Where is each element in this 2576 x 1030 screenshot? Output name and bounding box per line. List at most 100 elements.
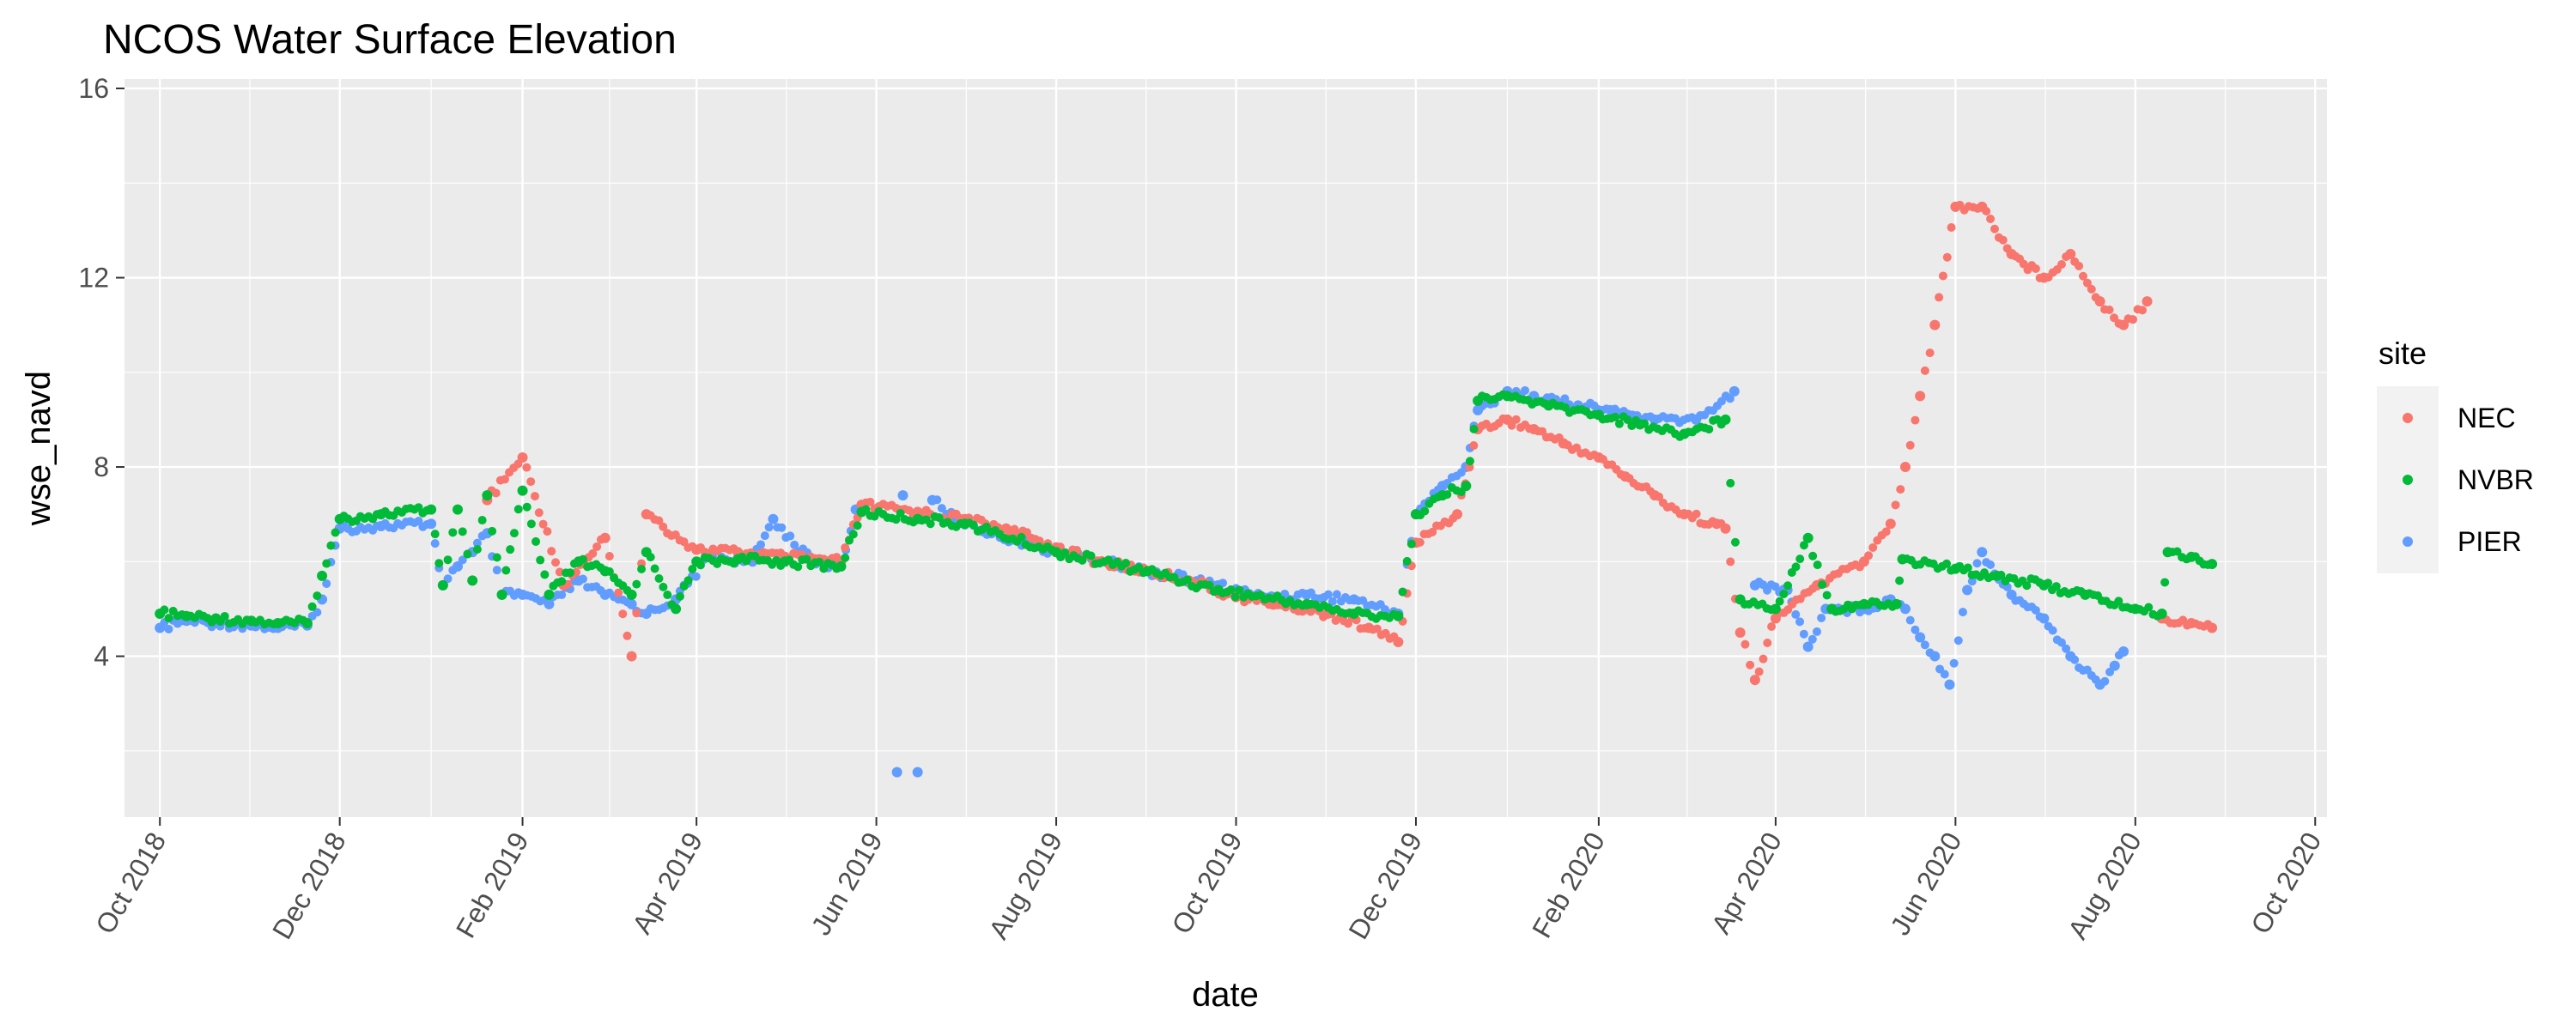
data-point-nvbr (1822, 591, 1832, 600)
data-point-nvbr (896, 508, 905, 518)
data-point-nvbr (1226, 585, 1236, 595)
data-point-pier (933, 495, 942, 505)
data-point-nec (530, 492, 539, 501)
data-point-nec (1726, 557, 1735, 566)
x-axis: Oct 2018 Dec 2018 Feb 2019 Apr 2019 Jun 2019… (89, 817, 2327, 944)
data-point-pier (760, 531, 769, 541)
data-point-nvbr (434, 559, 444, 568)
data-point-nec (1452, 509, 1463, 520)
data-point-nec (547, 547, 556, 556)
data-point-nvbr (540, 570, 550, 579)
data-point-nvbr (1461, 481, 1472, 492)
data-point-pier (164, 624, 173, 633)
data-point-nec (659, 522, 668, 531)
legend: site NEC NVBR PIER (2377, 336, 2534, 573)
y-tick-label: 8 (94, 451, 109, 482)
data-point-nec (1868, 542, 1878, 552)
data-point-nec (538, 519, 548, 529)
data-point-nec (1754, 667, 1764, 676)
data-point-nvbr (1121, 559, 1131, 568)
data-point-pier (1899, 603, 1911, 615)
data-point-pier (1905, 615, 1915, 625)
data-point-nec (2082, 278, 2092, 288)
data-point-nec (1763, 639, 1772, 648)
series-nvbr (155, 390, 2218, 629)
data-point-nvbr (969, 520, 978, 530)
data-point-nec (1415, 537, 1425, 547)
data-point-nec (1899, 462, 1911, 473)
data-point-pier (1940, 670, 1949, 679)
data-point-nvbr (2114, 597, 2123, 606)
data-point-pier (1915, 632, 1926, 643)
data-point-nvbr (650, 564, 659, 573)
data-point-nvbr (578, 554, 587, 564)
data-point-nec (1749, 675, 1760, 686)
data-point-pier (764, 523, 774, 532)
data-point-nvbr (1720, 414, 1731, 425)
data-point-pier (1958, 608, 1967, 617)
data-point-nvbr (835, 560, 847, 572)
data-point-pier (2048, 626, 2057, 635)
data-point-nec (1982, 206, 1991, 215)
data-point-pier (1812, 627, 1821, 636)
data-point-nec (1428, 527, 1437, 536)
data-point-nvbr (1406, 539, 1416, 548)
data-point-pier (458, 555, 467, 565)
data-point-pier (1725, 394, 1735, 403)
data-point-nvbr (532, 536, 541, 546)
x-axis-title: date (1192, 976, 1259, 1014)
data-point-nec (1746, 660, 1755, 670)
data-point-nvbr (477, 516, 487, 525)
data-point-pier (1327, 597, 1337, 606)
data-point-nvbr (482, 490, 493, 501)
data-point-pier (1944, 679, 1955, 690)
data-point-nec (2075, 261, 2084, 270)
data-point-nvbr (544, 589, 555, 600)
data-point-nec (1905, 440, 1915, 450)
x-tick-label: Oct 2020 (2245, 827, 2327, 939)
data-point-nvbr (463, 549, 472, 559)
data-point-nvbr (565, 568, 574, 578)
data-point-nvbr (1791, 562, 1801, 572)
data-point-nec (1947, 222, 1956, 232)
data-point-nvbr (1726, 478, 1735, 488)
data-point-nvbr (2022, 581, 2032, 591)
chart-title: NCOS Water Surface Elevation (103, 17, 677, 63)
data-point-nec (2142, 296, 2153, 307)
data-point-pier (897, 490, 908, 501)
series-layer (155, 200, 2218, 778)
data-point-nvbr (659, 582, 668, 591)
data-point-nvbr (1808, 551, 1818, 560)
data-point-nvbr (688, 564, 697, 573)
data-point-pier (557, 591, 567, 600)
data-point-nec (517, 452, 528, 464)
data-point-nec (1655, 492, 1664, 501)
data-point-nvbr (1996, 570, 2006, 579)
data-point-nvbr (2160, 578, 2170, 587)
data-point-nvbr (1813, 560, 1822, 570)
data-point-nec (1998, 235, 2008, 245)
data-point-nvbr (793, 562, 803, 572)
data-point-pier (1920, 640, 1929, 650)
data-point-nvbr (2156, 608, 2167, 619)
data-point-nvbr (1614, 419, 1624, 428)
data-point-pier (1791, 609, 1801, 619)
data-point-nvbr (696, 560, 705, 570)
data-point-nec (1915, 391, 1926, 402)
legend-key-nec (2403, 413, 2413, 423)
data-point-pier (1218, 579, 1228, 588)
data-point-pier (777, 523, 787, 532)
legend-label-nvbr: NVBR (2458, 464, 2534, 495)
data-point-nvbr (663, 591, 672, 600)
data-point-nvbr (683, 576, 693, 585)
data-point-nec (2129, 315, 2138, 324)
data-point-pier (1967, 577, 1977, 586)
data-point-nvbr (605, 566, 614, 576)
data-point-nec (1938, 271, 1947, 281)
data-point-nvbr (1770, 603, 1781, 615)
data-point-nec (2110, 313, 2119, 323)
data-point-nec (2094, 296, 2105, 307)
data-point-nec (1935, 293, 1944, 302)
data-point-nvbr (853, 521, 862, 530)
data-point-nec (1986, 214, 1996, 223)
